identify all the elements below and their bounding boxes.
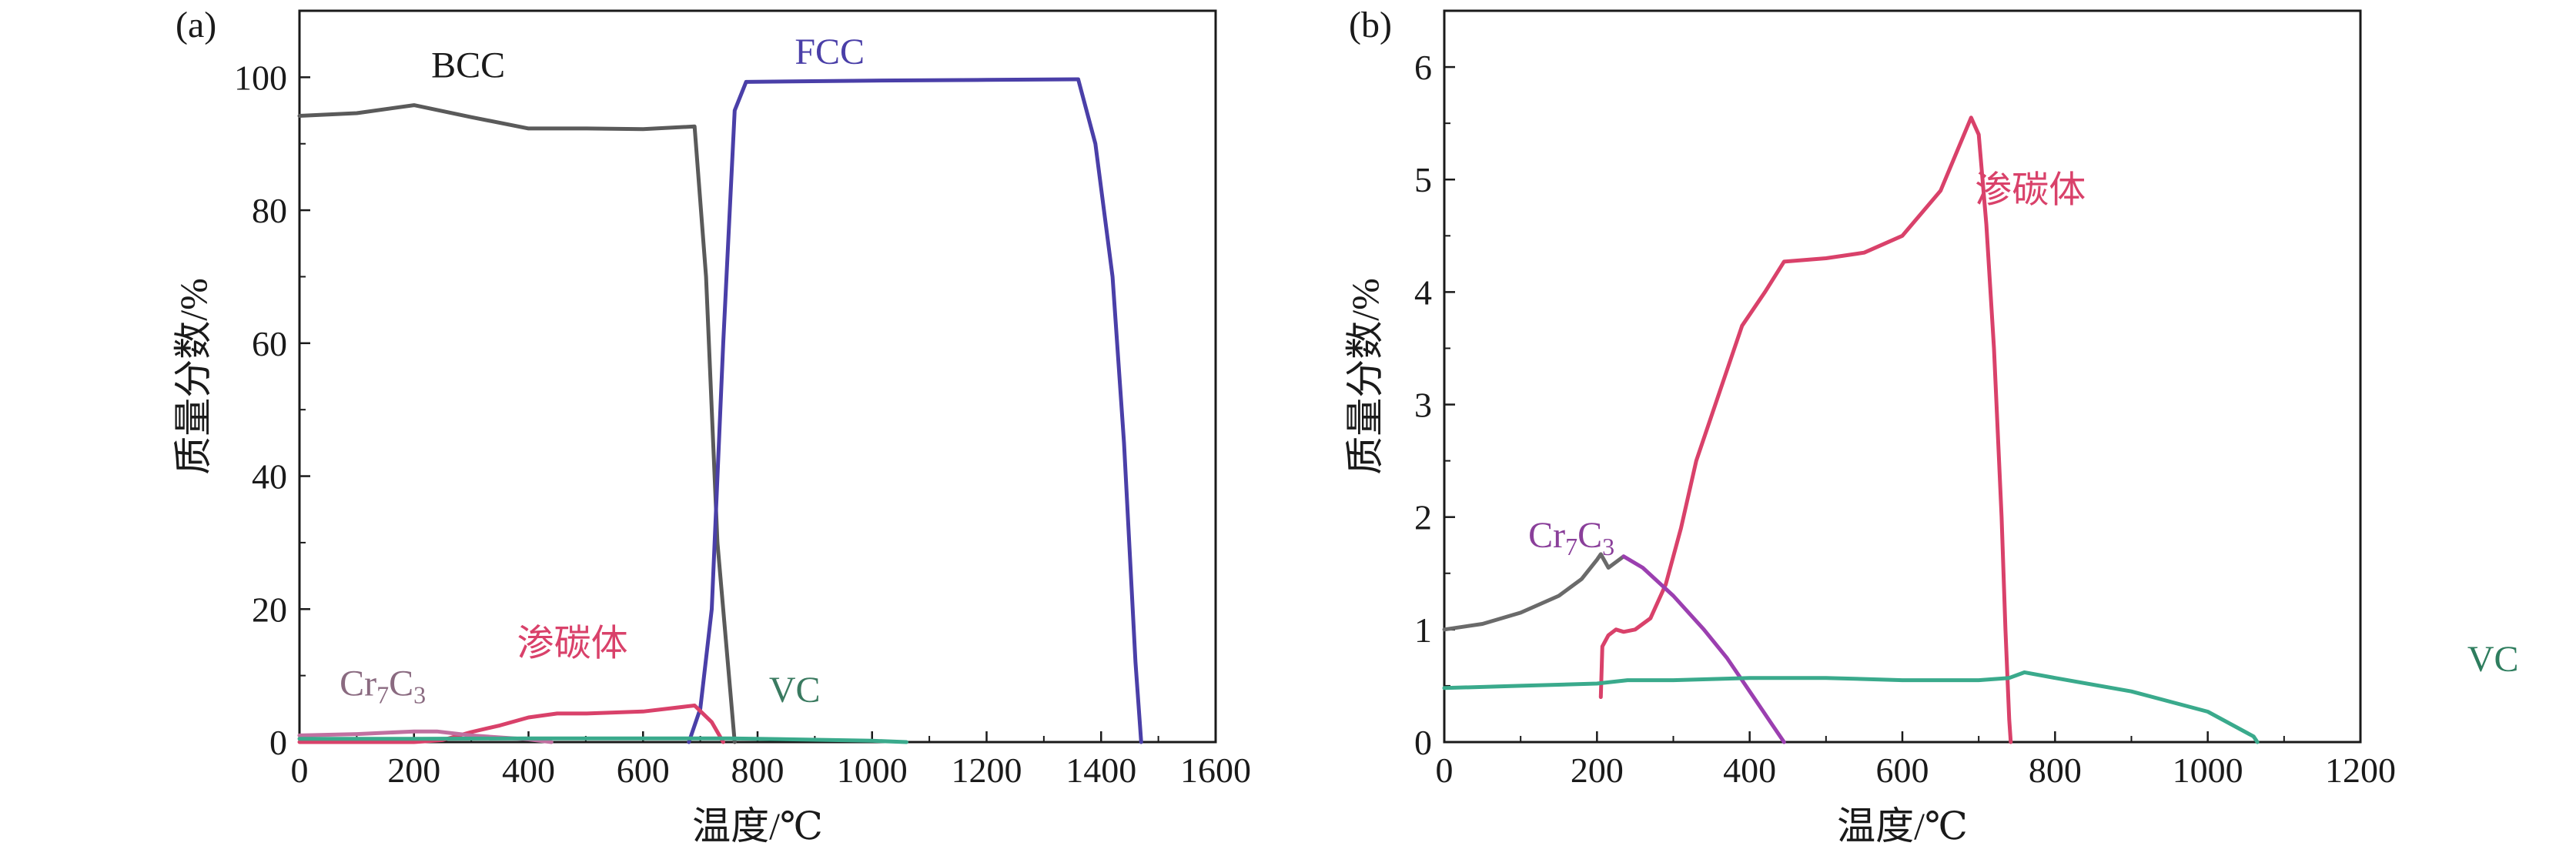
series-labels-b: 渗碳体 VC Cr7C3 (1528, 169, 2518, 679)
x-tick-label: 200 (1571, 751, 1624, 790)
y-tick-label: 6 (1414, 48, 1432, 87)
x-axis-label-b: 温度/℃ (1837, 804, 1968, 848)
y-axis-label-a: 质量分数/% (172, 278, 215, 475)
series-label: FCC (795, 32, 865, 72)
x-tick-label: 400 (502, 751, 555, 790)
series-label: VC (769, 670, 821, 711)
series-label: Cr7C3 (1528, 515, 1614, 560)
series-line-bcc (297, 103, 737, 744)
series-line-vc (1442, 670, 2260, 744)
series-a (297, 77, 1143, 744)
y-tick-label: 5 (1414, 160, 1432, 199)
series-line-cr7c3-b-purple (1621, 554, 1786, 744)
y-tick-label: 0 (1414, 723, 1432, 762)
x-tick-label: 1000 (2173, 751, 2243, 790)
y-tick-label: 60 (252, 324, 287, 363)
series-b (1442, 115, 2260, 744)
y-tick-label: 0 (269, 723, 287, 762)
series-label: BCC (431, 45, 505, 85)
plot-area-a (298, 9, 1217, 744)
panel-b: (b) 0 200 400 600 800 1000 1200 0 1 2 3 4 5 6 渗碳体 VC Cr… (1343, 5, 2519, 848)
x-tick-label: 1400 (1066, 751, 1136, 790)
series-label: 渗碳体 (517, 624, 628, 664)
series-labels-a: BCC FCC 渗碳体 VC Cr7C3 (340, 32, 865, 711)
series-line-cr7c3-b-grey (1442, 552, 1626, 632)
panel-label-b: (b) (1349, 5, 1392, 45)
x-tick-label: 0 (1436, 751, 1454, 790)
ticks-a: 0 200 400 600 800 1000 1200 1400 1600 0 20 40 60 80 10… (234, 58, 1251, 790)
x-axis-label-a: 温度/℃ (692, 804, 823, 848)
x-tick-label: 0 (291, 751, 309, 790)
x-tick-label: 800 (2029, 751, 2082, 790)
y-tick-label: 4 (1414, 273, 1432, 312)
y-tick-label: 80 (252, 191, 287, 230)
x-tick-label: 200 (387, 751, 440, 790)
y-tick-label: 100 (234, 58, 287, 97)
x-tick-label: 1000 (837, 751, 908, 790)
x-tick-label: 600 (1876, 751, 1929, 790)
y-tick-label: 20 (252, 590, 287, 629)
x-tick-label: 1200 (2325, 751, 2396, 790)
y-tick-label: 40 (252, 457, 287, 497)
x-tick-label: 600 (617, 751, 670, 790)
y-tick-label: 2 (1414, 498, 1432, 537)
y-tick-label: 3 (1414, 386, 1432, 425)
series-line-cementite (1598, 115, 2013, 744)
series-label: 渗碳体 (1975, 169, 2086, 210)
panel-label-a: (a) (176, 5, 216, 45)
plot-area-b (1443, 9, 2362, 744)
series-line-fcc (687, 77, 1143, 744)
panel-a: (a) 0 200 400 600 800 1000 1200 1400 1600 0 20 40 60… (172, 5, 1251, 848)
series-label: Cr7C3 (340, 664, 426, 709)
y-tick-label: 1 (1414, 610, 1432, 650)
x-tick-label: 1200 (952, 751, 1022, 790)
x-tick-label: 800 (731, 751, 785, 790)
ticks-b: 0 200 400 600 800 1000 1200 0 1 2 3 4 5 6 (1414, 48, 2396, 790)
series-label: VC (2467, 639, 2519, 680)
x-tick-label: 400 (1723, 751, 1776, 790)
x-tick-label: 1600 (1180, 751, 1251, 790)
y-axis-label-b: 质量分数/% (1343, 278, 1387, 475)
series-line-vc (297, 736, 908, 744)
